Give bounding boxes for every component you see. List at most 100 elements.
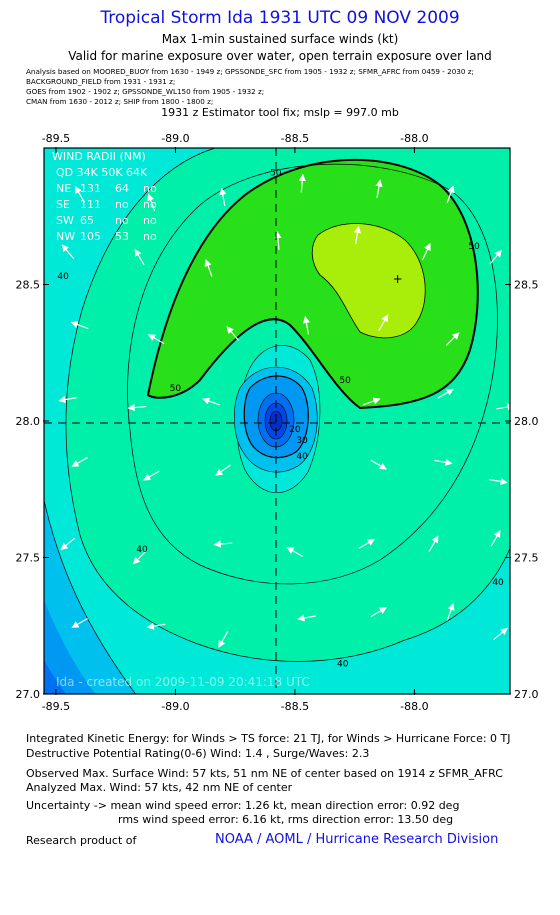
max-wind-marker: +	[393, 272, 403, 286]
x-tick-label-top: -89.5	[42, 132, 70, 145]
wind-arrow	[434, 458, 453, 466]
wind-radii-qd: NE	[56, 182, 71, 195]
y-tick-label-right: 27.5	[514, 552, 539, 565]
wind-arrow	[146, 622, 166, 630]
fix-line: 1931 z Estimator tool fix; mslp = 997.0 …	[161, 106, 399, 119]
wind-arrow	[375, 179, 383, 198]
wind-arrow	[71, 456, 88, 467]
wind-arrow	[202, 397, 220, 406]
x-tick-label-bottom: -89.0	[161, 700, 189, 713]
axis-ticks: -89.5 -89.5 -89.0 -89.0 -88.5 -88.5 -88.0 -88.0…	[16, 132, 539, 713]
wind-arrow	[297, 614, 316, 622]
wind-arrow	[61, 244, 75, 260]
wind-radii-table: WIND RADII (NM) QD 34K 50K 64K NE 131 64 no…	[52, 150, 157, 243]
wind-arrow	[147, 334, 165, 345]
wind-radii-k64: no	[143, 182, 157, 195]
wind-arrow	[489, 249, 502, 265]
y-tick-label-left: 28.0	[16, 415, 41, 428]
contour-label: 40	[492, 578, 504, 588]
wind-arrow	[127, 403, 147, 412]
wind-arrow	[274, 231, 282, 250]
wind-arrow	[370, 607, 387, 618]
y-tick-label-right: 27.0	[514, 688, 539, 701]
wind-radii-header: WIND RADII (NM)	[52, 150, 146, 163]
wind-arrow	[134, 248, 145, 266]
x-tick-label-top: -89.0	[161, 132, 189, 145]
contour-label: 20	[289, 425, 301, 435]
wind-arrow	[353, 225, 362, 245]
wind-arrow	[132, 550, 147, 565]
wind-arrow	[437, 388, 454, 399]
wind-radii-k34: 65	[80, 214, 94, 227]
region-below-35kt-corner	[44, 500, 136, 694]
contour-line-40kt	[44, 148, 510, 694]
y-tick-label-left: 27.5	[16, 552, 41, 565]
source-line: Analysis based on MOORED_BUOY from 1630 …	[26, 67, 474, 76]
wind-radii-k50: no	[115, 198, 129, 211]
wind-arrow	[286, 547, 304, 558]
wind-arrow	[445, 332, 460, 346]
x-tick-label-bottom: -89.5	[42, 700, 70, 713]
analyzed-max-text: Analyzed Max. Wind: 57 kts, 42 nm NE of …	[26, 781, 293, 794]
dpr-text: Destructive Potential Rating(0-6) Wind: …	[26, 747, 370, 760]
region-below-25kt-corner	[44, 660, 66, 694]
x-tick-label-bottom: -88.5	[281, 700, 309, 713]
wind-arrow	[218, 631, 229, 648]
wind-arrow	[70, 321, 89, 330]
observed-max-text: Observed Max. Surface Wind: 57 kts, 51 n…	[26, 767, 503, 780]
wind-arrow	[60, 537, 76, 551]
region-above-55kt	[311, 223, 426, 339]
wind-arrow	[215, 464, 231, 476]
uncertainty-text: Uncertainty -> mean wind speed error: 1.…	[26, 799, 460, 812]
wind-arrow	[71, 618, 88, 629]
wind-arrow	[490, 529, 501, 547]
org-link[interactable]: NOAA / AOML / Hurricane Research Divisio…	[215, 832, 499, 847]
wind-arrow	[219, 187, 227, 207]
source-line: CMAN from 1630 - 2012 z; SHIP from 1800 …	[26, 97, 214, 106]
wind-arrow	[298, 173, 306, 193]
wind-radii-k64: no	[143, 198, 157, 211]
wind-radii-k50: 53	[115, 230, 129, 243]
wind-arrow	[213, 540, 233, 548]
chart-subtitle-exposure: Valid for marine exposure over water, op…	[68, 49, 492, 63]
contour-label: 40	[136, 545, 148, 555]
wind-arrow	[446, 602, 455, 621]
wind-radii-k50: no	[115, 214, 129, 227]
wind-arrow	[226, 326, 240, 341]
x-tick-label-top: -88.0	[400, 132, 428, 145]
wind-arrow	[358, 538, 376, 549]
wind-radii-k34: 105	[80, 230, 101, 243]
wind-arrow	[74, 185, 85, 203]
uncertainty-rms-text: rms wind speed error: 6.16 kt, rms direc…	[118, 813, 454, 826]
contour-label: 50	[170, 384, 182, 394]
y-tick-label-left: 28.5	[16, 279, 41, 292]
wind-radii-k50: 64	[115, 182, 129, 195]
source-line: BACKGROUND_FIELD from 1931 - 1931 z;	[26, 77, 176, 86]
chart-title: Tropical Storm Ida 1931 UTC 09 NOV 2009	[100, 8, 460, 28]
wind-arrow	[362, 397, 381, 406]
contour-label: 40	[57, 272, 69, 282]
wind-arrow	[446, 185, 455, 204]
y-tick-label-left: 27.0	[16, 688, 41, 701]
wind-radii-qd: SE	[56, 198, 70, 211]
x-tick-label-bottom: -88.0	[400, 700, 428, 713]
wind-vector-field	[58, 173, 510, 648]
wind-arrow	[370, 459, 387, 470]
x-tick-label-top: -88.5	[281, 132, 309, 145]
contour-label: 30	[296, 436, 308, 446]
region-above-50kt	[146, 158, 479, 410]
ike-text: Integrated Kinetic Energy: for Winds > T…	[26, 732, 511, 745]
wind-arrow	[204, 258, 213, 277]
contour-label: 50	[270, 168, 282, 178]
contour-label: 40	[296, 452, 308, 462]
wind-arrow	[378, 314, 389, 331]
contour-label: 50	[339, 376, 351, 386]
y-tick-label-right: 28.5	[514, 279, 539, 292]
wind-arrow	[302, 315, 310, 335]
wind-arrow	[147, 193, 156, 212]
contour-label: 50	[468, 242, 480, 252]
wind-arrow	[493, 627, 508, 641]
wind-arrow	[496, 403, 510, 411]
